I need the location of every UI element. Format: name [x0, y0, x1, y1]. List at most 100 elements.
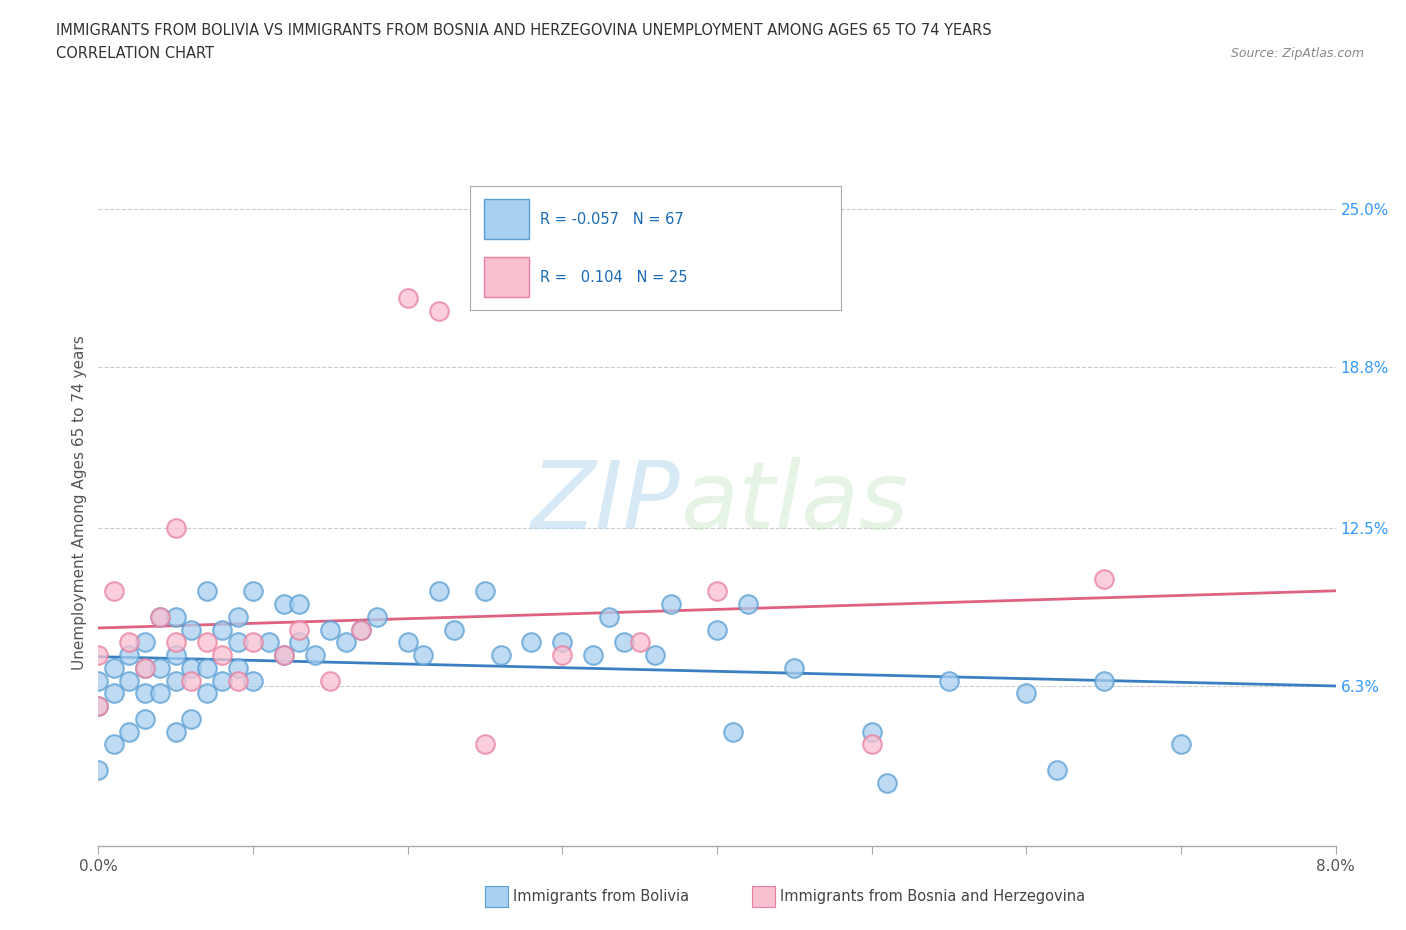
- Point: [474, 584, 496, 599]
- Point: [598, 609, 620, 624]
- Point: [165, 520, 187, 535]
- Point: [427, 303, 450, 318]
- Point: [118, 673, 141, 688]
- Text: R =   0.104   N = 25: R = 0.104 N = 25: [540, 270, 688, 285]
- Point: [180, 622, 202, 637]
- Point: [149, 660, 172, 675]
- Point: [938, 673, 960, 688]
- Point: [551, 647, 574, 662]
- Point: [288, 635, 311, 650]
- Point: [288, 622, 311, 637]
- Point: [149, 686, 172, 701]
- Text: Immigrants from Bosnia and Herzegovina: Immigrants from Bosnia and Herzegovina: [780, 889, 1085, 904]
- Point: [1015, 686, 1038, 701]
- Point: [103, 737, 125, 751]
- Point: [1092, 571, 1115, 586]
- Point: [134, 660, 156, 675]
- Point: [242, 635, 264, 650]
- Point: [165, 609, 187, 624]
- Point: [644, 647, 666, 662]
- Point: [860, 737, 883, 751]
- Point: [165, 673, 187, 688]
- Point: [319, 673, 342, 688]
- Point: [134, 711, 156, 726]
- Point: [195, 686, 218, 701]
- Point: [257, 635, 280, 650]
- Point: [489, 647, 512, 662]
- Point: [87, 763, 110, 777]
- Point: [118, 724, 141, 739]
- Point: [211, 647, 233, 662]
- Text: IMMIGRANTS FROM BOLIVIA VS IMMIGRANTS FROM BOSNIA AND HERZEGOVINA UNEMPLOYMENT A: IMMIGRANTS FROM BOLIVIA VS IMMIGRANTS FR…: [56, 23, 991, 38]
- Point: [304, 647, 326, 662]
- Point: [613, 635, 636, 650]
- Point: [103, 686, 125, 701]
- Text: atlas: atlas: [681, 457, 908, 548]
- Point: [242, 673, 264, 688]
- Text: Immigrants from Bolivia: Immigrants from Bolivia: [513, 889, 689, 904]
- Point: [520, 635, 543, 650]
- Point: [226, 609, 249, 624]
- Point: [165, 647, 187, 662]
- Point: [180, 711, 202, 726]
- Point: [706, 622, 728, 637]
- Point: [1046, 763, 1069, 777]
- Point: [582, 647, 605, 662]
- Point: [628, 635, 651, 650]
- Point: [443, 622, 465, 637]
- Point: [474, 737, 496, 751]
- Point: [721, 724, 744, 739]
- Point: [226, 660, 249, 675]
- Point: [195, 635, 218, 650]
- Text: ZIP: ZIP: [530, 457, 681, 548]
- Point: [737, 597, 759, 612]
- Point: [350, 622, 373, 637]
- Text: R = -0.057   N = 67: R = -0.057 N = 67: [540, 211, 683, 227]
- Point: [1092, 673, 1115, 688]
- Point: [87, 698, 110, 713]
- Point: [180, 673, 202, 688]
- Point: [195, 660, 218, 675]
- Point: [366, 609, 388, 624]
- Point: [87, 647, 110, 662]
- Point: [273, 597, 295, 612]
- Point: [396, 291, 419, 306]
- Point: [103, 660, 125, 675]
- Point: [118, 635, 141, 650]
- Point: [226, 635, 249, 650]
- Point: [335, 635, 357, 650]
- Point: [165, 635, 187, 650]
- Point: [87, 698, 110, 713]
- Point: [149, 609, 172, 624]
- Point: [860, 724, 883, 739]
- Point: [876, 775, 898, 790]
- Point: [134, 660, 156, 675]
- Point: [149, 609, 172, 624]
- Point: [195, 584, 218, 599]
- Point: [134, 686, 156, 701]
- Text: Source: ZipAtlas.com: Source: ZipAtlas.com: [1230, 46, 1364, 60]
- Point: [118, 647, 141, 662]
- Point: [226, 673, 249, 688]
- Point: [350, 622, 373, 637]
- Point: [319, 622, 342, 637]
- Point: [273, 647, 295, 662]
- Point: [180, 660, 202, 675]
- Point: [242, 584, 264, 599]
- FancyBboxPatch shape: [485, 199, 529, 239]
- Point: [288, 597, 311, 612]
- Point: [87, 673, 110, 688]
- Point: [103, 584, 125, 599]
- FancyBboxPatch shape: [485, 258, 529, 297]
- Point: [211, 622, 233, 637]
- Point: [1170, 737, 1192, 751]
- Point: [783, 660, 806, 675]
- Point: [427, 584, 450, 599]
- Point: [551, 635, 574, 650]
- Point: [659, 597, 682, 612]
- Point: [134, 635, 156, 650]
- Text: CORRELATION CHART: CORRELATION CHART: [56, 46, 214, 61]
- Point: [412, 647, 434, 662]
- Y-axis label: Unemployment Among Ages 65 to 74 years: Unemployment Among Ages 65 to 74 years: [72, 335, 87, 670]
- Point: [165, 724, 187, 739]
